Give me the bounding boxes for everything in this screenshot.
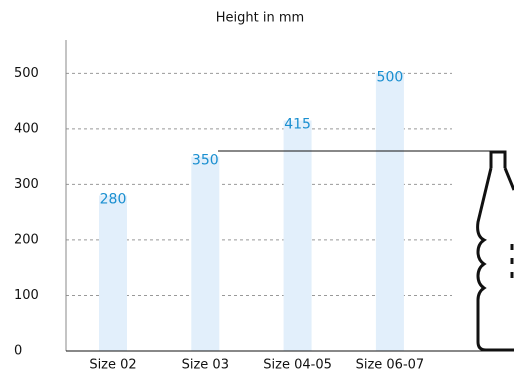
x-tick-label: Size 04-05 [263, 358, 332, 373]
x-tick-label: Size 06-07 [356, 358, 425, 373]
y-tick-label: 500 [14, 66, 39, 81]
bar [283, 120, 312, 351]
bar [191, 156, 220, 351]
value-label: 500 [377, 69, 404, 85]
x-tick-label: Size 03 [182, 358, 229, 373]
y-tick-label: 300 [14, 177, 39, 192]
bar [375, 73, 404, 352]
y-tick-label: 400 [14, 121, 39, 136]
value-label: 350 [192, 153, 219, 169]
y-tick-label: 0 [14, 344, 22, 359]
bottle-icon [476, 150, 514, 352]
value-label: 415 [284, 117, 311, 133]
chart-title: Height in mm [216, 11, 304, 26]
y-tick-label: 200 [14, 232, 39, 247]
y-tick-label: 100 [14, 288, 39, 303]
value-label: 280 [100, 192, 127, 208]
bar [99, 195, 127, 351]
x-tick-label: Size 02 [89, 358, 136, 373]
